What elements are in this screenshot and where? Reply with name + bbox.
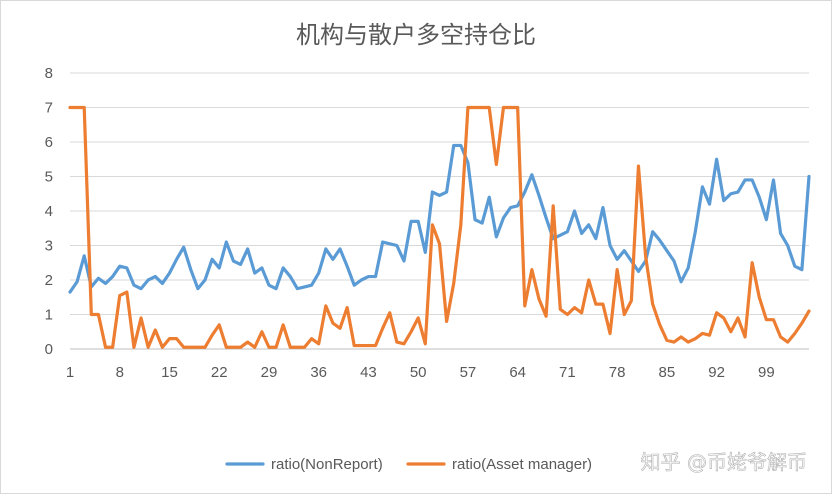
x-tick-label: 43 <box>360 364 377 381</box>
x-tick-label: 1 <box>66 364 74 381</box>
x-tick-label: 85 <box>659 364 676 381</box>
watermark-text: 知乎 @币姥爷解币 <box>641 450 807 474</box>
x-tick-label: 57 <box>460 364 477 381</box>
x-tick-label: 99 <box>758 364 775 381</box>
series-line-1 <box>68 105 811 349</box>
y-tick-label: 5 <box>45 169 53 186</box>
x-tick-label: 8 <box>116 364 124 381</box>
y-axis: 0 1 2 3 4 5 6 7 8 <box>45 65 53 358</box>
x-tick-label: 92 <box>708 364 725 381</box>
legend-label-0: ratio(NonReport) <box>271 456 383 473</box>
y-tick-label: 4 <box>45 203 53 220</box>
series-layer <box>68 105 811 349</box>
legend: ratio(NonReport) ratio(Asset manager) <box>225 456 592 473</box>
x-axis: 1 8 15 22 29 36 43 50 57 64 71 78 85 92 99 <box>66 364 775 381</box>
y-tick-label: 8 <box>45 65 53 82</box>
x-tick-label: 36 <box>310 364 327 381</box>
x-tick-label: 71 <box>559 364 576 381</box>
y-tick-label: 2 <box>45 272 53 289</box>
legend-label-1: ratio(Asset manager) <box>452 456 592 473</box>
x-tick-label: 64 <box>509 364 526 381</box>
y-tick-label: 7 <box>45 100 53 117</box>
y-tick-label: 1 <box>45 307 53 324</box>
chart-title: 机构与散户多空持仓比 <box>296 21 536 49</box>
x-tick-label: 15 <box>161 364 178 381</box>
y-tick-label: 3 <box>45 238 53 255</box>
y-tick-label: 6 <box>45 134 53 151</box>
x-tick-label: 50 <box>410 364 427 381</box>
x-tick-label: 29 <box>261 364 278 381</box>
y-tick-label: 0 <box>45 341 53 358</box>
x-tick-label: 78 <box>609 364 626 381</box>
series-line-0 <box>68 143 811 294</box>
x-tick-label: 22 <box>211 364 228 381</box>
